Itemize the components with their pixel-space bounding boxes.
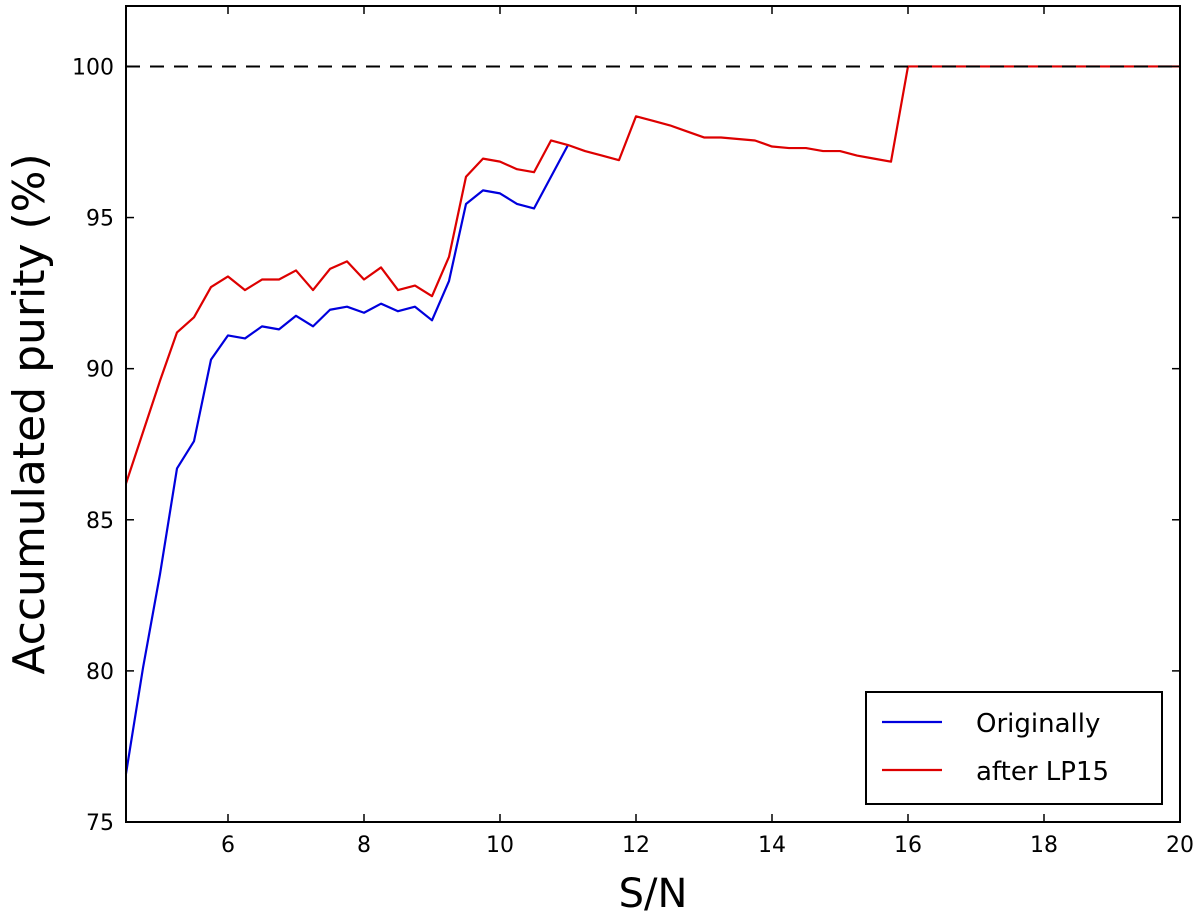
x-tick-label: 6: [221, 833, 235, 858]
x-tick-label: 18: [1030, 833, 1058, 858]
series-line-0: [124, 144, 569, 774]
y-tick-label: 95: [86, 207, 114, 232]
tick-layer: 6 8 10 12 14 16 18 20 75 80 85 90 95 100: [72, 6, 1194, 858]
y-tick-label: 100: [72, 55, 114, 80]
y-tick-label: 85: [86, 509, 114, 534]
y-axis-title: Accumulated purity (%): [4, 153, 55, 674]
x-tick-label: 10: [486, 833, 514, 858]
legend-label-0: Originally: [976, 709, 1100, 739]
y-tick-label: 80: [86, 660, 114, 685]
plot-frame: [125, 5, 1181, 823]
x-tick-label: 16: [894, 833, 922, 858]
legend: Originally after LP15: [865, 691, 1163, 805]
series-line-1: [124, 65, 1180, 484]
series-layer: [124, 65, 1180, 774]
x-axis-title: S/N: [619, 871, 688, 917]
y-tick-label: 90: [86, 358, 114, 383]
legend-box: [865, 691, 1163, 805]
x-tick-label: 14: [758, 833, 786, 858]
legend-label-1: after LP15: [976, 757, 1109, 787]
x-tick-label: 12: [622, 833, 650, 858]
y-tick-label: 75: [86, 811, 114, 836]
x-tick-label: 20: [1166, 833, 1194, 858]
x-tick-label: 8: [357, 833, 371, 858]
